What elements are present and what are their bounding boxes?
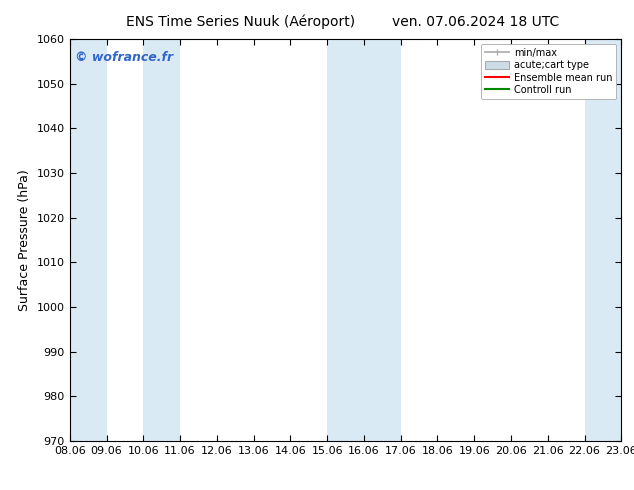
Text: ven. 07.06.2024 18 UTC: ven. 07.06.2024 18 UTC [392, 15, 559, 29]
Y-axis label: Surface Pressure (hPa): Surface Pressure (hPa) [18, 169, 31, 311]
Legend: min/max, acute;cart type, Ensemble mean run, Controll run: min/max, acute;cart type, Ensemble mean … [481, 44, 616, 99]
Bar [143, 39, 180, 441]
Bar [585, 39, 621, 441]
Bar [364, 39, 401, 441]
Bar [70, 39, 107, 441]
Text: ENS Time Series Nuuk (Aéroport): ENS Time Series Nuuk (Aéroport) [126, 15, 356, 29]
Text: © wofrance.fr: © wofrance.fr [75, 51, 173, 64]
Bar [327, 39, 364, 441]
